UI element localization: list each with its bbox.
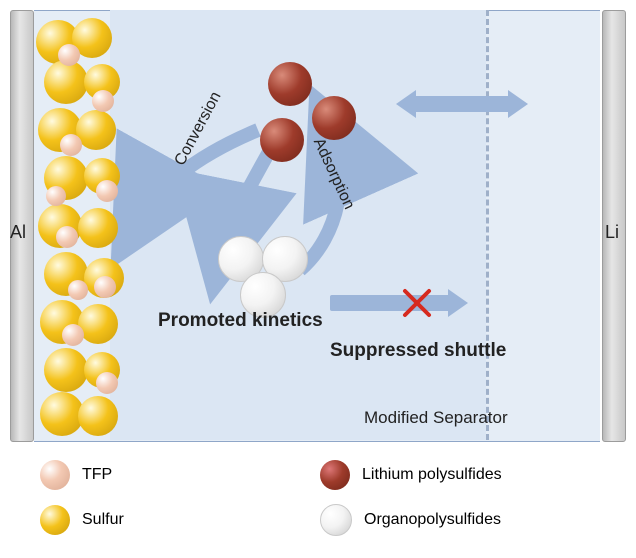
arrow-ion-transport-head-l — [396, 90, 416, 118]
label-promoted-kinetics: Promoted kinetics — [158, 310, 323, 332]
legend-dot-sulfur — [40, 505, 70, 535]
legend-item-lips: Lithium polysulfides — [320, 460, 540, 490]
arrow-suppressed-head — [448, 289, 468, 317]
legend-dot-organo — [320, 504, 352, 536]
legend-label-organo: Organopolysulfides — [364, 511, 501, 529]
cross-icon — [400, 286, 434, 320]
legend-label-lips: Lithium polysulfides — [362, 466, 502, 484]
label-modified-separator: Modified Separator — [364, 408, 508, 428]
label-suppressed-shuttle: Suppressed shuttle — [330, 340, 506, 362]
legend-label-tfp: TFP — [82, 466, 112, 484]
arrow-ion-transport — [414, 96, 510, 112]
legend-label-sulfur: Sulfur — [82, 511, 124, 529]
legend-item-sulfur: Sulfur — [40, 504, 260, 536]
arrow-ion-transport-head-r — [508, 90, 528, 118]
legend-item-tfp: TFP — [40, 460, 260, 490]
legend-item-organo: Organopolysulfides — [320, 504, 540, 536]
legend: TFP Lithium polysulfides Sulfur Organopo… — [40, 460, 600, 550]
legend-dot-tfp — [40, 460, 70, 490]
legend-dot-lips — [320, 460, 350, 490]
diagram-stage: Al Li Conversion Adsorption Promoted kin… — [0, 0, 636, 558]
